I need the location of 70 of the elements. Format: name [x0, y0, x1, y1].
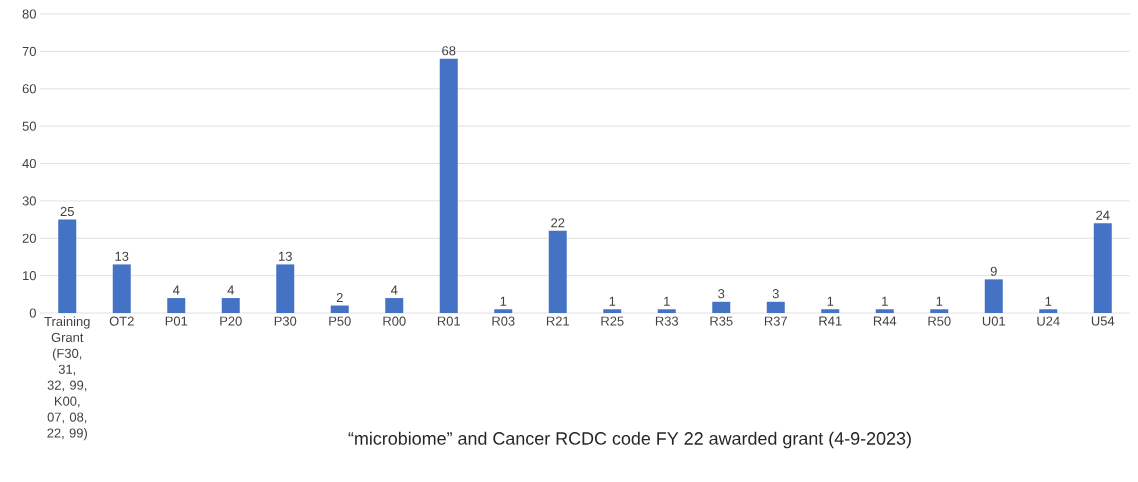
- bar: [494, 309, 513, 313]
- bar: [385, 298, 404, 313]
- data-label: 2: [336, 292, 343, 302]
- data-label: 1: [664, 296, 670, 306]
- bar: [1039, 309, 1058, 313]
- data-label: 13: [115, 251, 129, 261]
- y-tick-label: 10: [23, 271, 36, 281]
- data-label: 1: [1045, 296, 1052, 306]
- text: “microbiome” and Cancer RCDC code FY 22 awarded grant (4-9-2023): [348, 431, 911, 449]
- data-label: 24: [1096, 210, 1110, 220]
- bar: [330, 305, 349, 313]
- x-tick-label: R33: [655, 316, 679, 326]
- data-label: 25: [60, 206, 74, 217]
- x-tick-label: R25: [601, 316, 624, 326]
- bar: [548, 230, 567, 313]
- x-tick-label: OT2: [109, 316, 134, 326]
- x-tick-label: U01: [982, 316, 1006, 326]
- x-tick-label: P30: [274, 316, 297, 326]
- data-label: 4: [390, 285, 398, 295]
- y-tick-label: 70: [22, 46, 36, 56]
- y-tick-label: 20: [22, 233, 36, 243]
- y-tick-label: 40: [22, 158, 36, 169]
- data-label: 68: [442, 46, 456, 56]
- bar: [276, 264, 295, 313]
- y-tick-label: 60: [22, 84, 36, 94]
- bar: [167, 298, 186, 313]
- data-label: 4: [172, 285, 180, 295]
- data-label: 1: [936, 296, 943, 306]
- y-tick-label: 0: [29, 308, 36, 318]
- bar: [821, 309, 840, 313]
- x-tick-label: P01: [165, 316, 188, 326]
- x-tick-label: R44: [873, 316, 897, 326]
- x-tick-label: R03: [492, 316, 515, 326]
- x-tick-label: R21: [546, 316, 570, 326]
- x-tick-label: R01: [437, 316, 461, 326]
- x-tick-label: R50: [928, 316, 951, 326]
- data-label: 1: [827, 296, 834, 306]
- x-tick-label: R00: [383, 316, 406, 326]
- x-tick-label: U54: [1091, 316, 1115, 326]
- x-tick-label: R35: [710, 316, 733, 326]
- data-label: 1: [609, 296, 616, 306]
- x-tick-label: U24: [1037, 316, 1060, 326]
- x-tick-label: P50: [329, 316, 351, 326]
- x-tick-label: P20: [220, 316, 242, 326]
- y-tick-label: 80: [22, 9, 36, 19]
- bar: [712, 301, 731, 313]
- y-tick-label: 50: [22, 121, 36, 131]
- data-label: 1: [882, 296, 888, 306]
- bar: [930, 309, 949, 313]
- bar: [439, 58, 458, 313]
- data-label: 3: [718, 289, 725, 299]
- bar: [58, 219, 77, 313]
- data-label: 1: [500, 296, 507, 306]
- bar: [766, 301, 785, 313]
- bar: [221, 298, 240, 313]
- x-tick-label: R41: [819, 316, 842, 326]
- bar: [1093, 223, 1112, 313]
- bar: [112, 264, 131, 313]
- data-label: 3: [772, 289, 779, 299]
- bar: [657, 309, 676, 313]
- bar: [984, 279, 1003, 313]
- data-label: 9: [990, 266, 997, 276]
- data-label: 4: [227, 285, 234, 295]
- bar: [875, 309, 894, 313]
- bar: [603, 309, 622, 313]
- data-label: 13: [279, 251, 292, 261]
- data-label: 22: [551, 218, 565, 228]
- x-tick-label: R37: [764, 316, 787, 326]
- x-tick-label: Training Grant (F30, 31, 32, 99, K00, 07, 08, 22, 99): [44, 316, 90, 441]
- y-tick-label: 30: [22, 196, 36, 206]
